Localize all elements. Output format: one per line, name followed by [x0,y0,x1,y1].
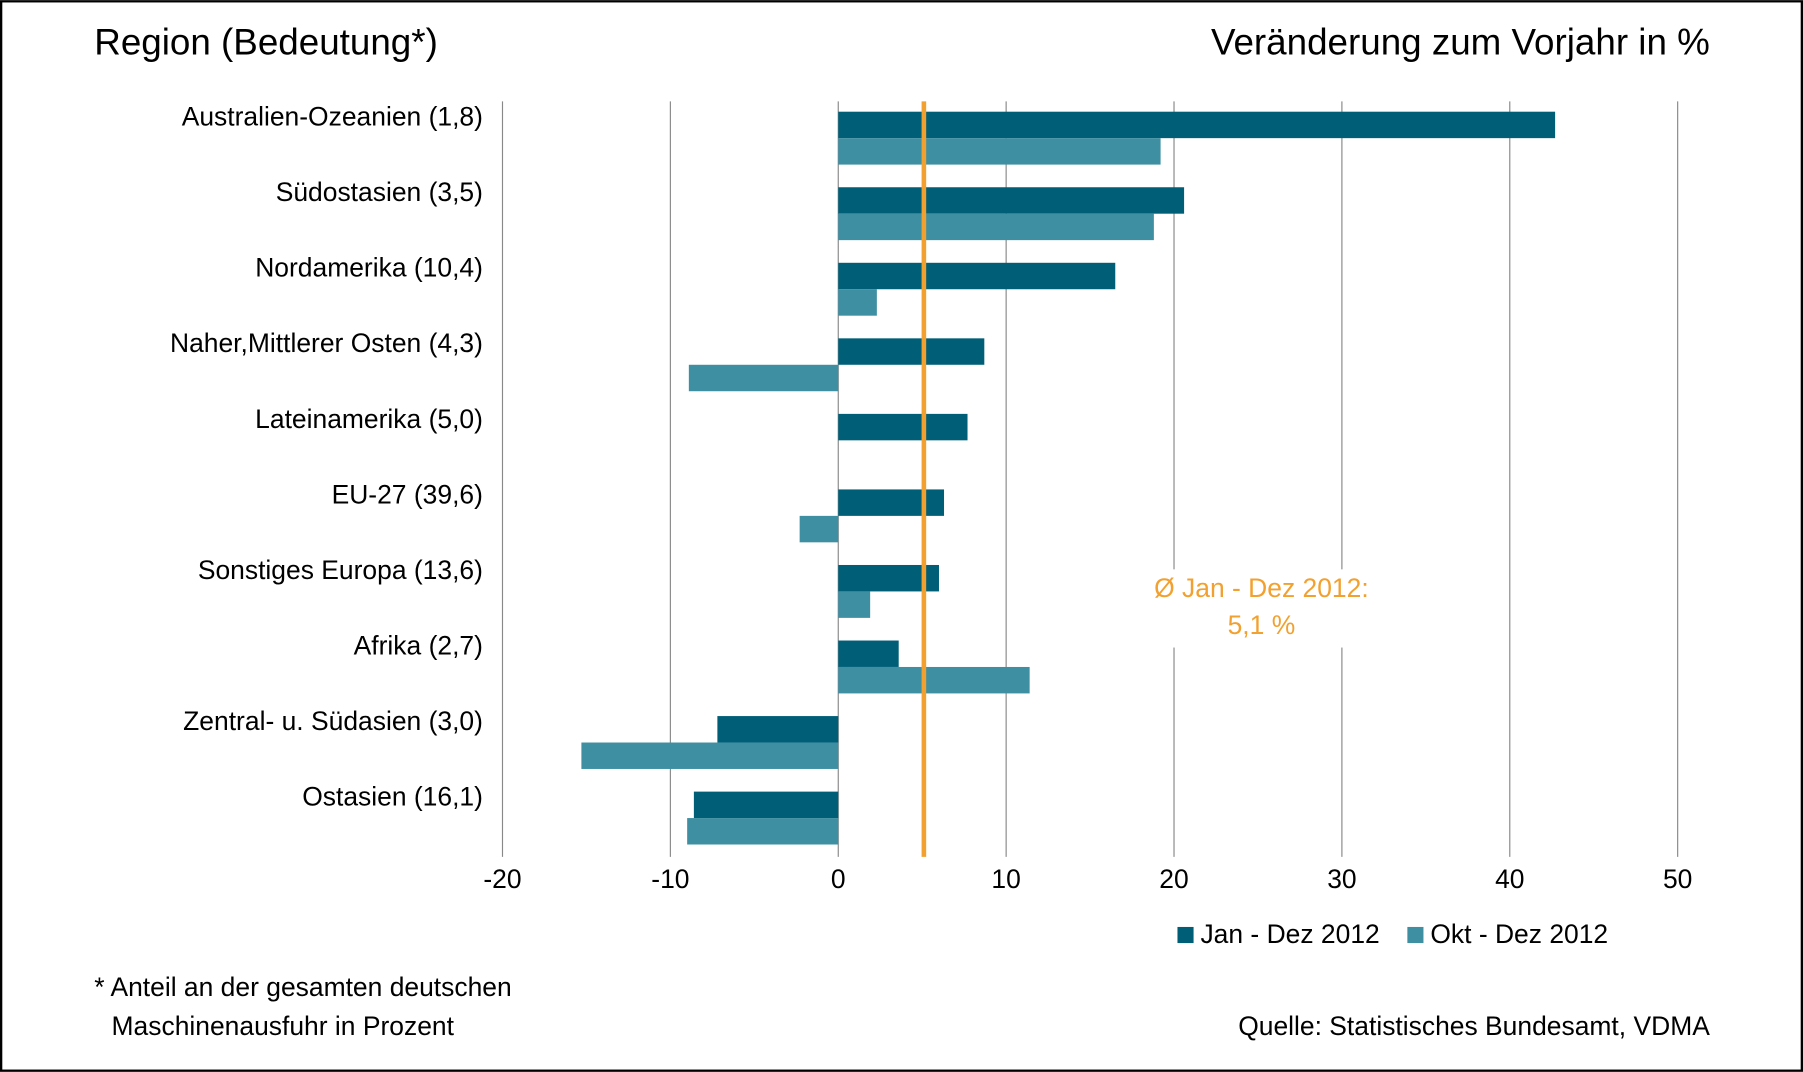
bar [717,716,839,743]
chart-subtitle: Veränderung zum Vorjahr in % [1211,22,1710,63]
annotation-bg [1121,569,1403,648]
bar [838,138,1161,165]
bar [581,742,839,769]
x-tick-label: 30 [1327,864,1356,894]
bar [838,666,1030,694]
bar [838,213,1154,241]
bar [838,187,1185,214]
y-tick-label: EU-27 (39,6) [332,479,483,509]
y-tick-label: Ostasien (16,1) [302,782,483,812]
x-tick-label: 10 [991,864,1020,894]
x-tick-label: 0 [831,864,846,894]
bar [838,289,877,316]
annotation: 5,1 % [1228,610,1296,640]
legend-label: Okt - Dez 2012 [1430,919,1608,949]
bar [687,818,839,845]
bar [838,591,871,618]
footnote: Maschinenausfuhr in Prozent [112,1011,455,1041]
bar [838,413,968,441]
x-tick-label: 20 [1159,864,1188,894]
source: Quelle: Statistisches Bundesamt, VDMA [1238,1011,1710,1041]
y-tick-label: Australien-Ozeanien (1,8) [182,102,483,132]
x-tick-label: -10 [651,864,689,894]
y-tick-label: Nordamerika (10,4) [255,253,483,283]
bar [799,515,839,543]
x-tick-label: 50 [1663,864,1692,894]
annotation: Ø Jan - Dez 2012: [1154,573,1369,603]
legend-swatch [1407,926,1424,944]
bar [838,111,1556,139]
chart-title: Region (Bedeutung*) [94,22,438,63]
legend-label: Jan - Dez 2012 [1200,919,1379,949]
bar [838,262,1116,290]
x-tick-label: 40 [1495,864,1524,894]
bar [688,364,839,392]
x-tick-label: -20 [483,864,521,894]
y-tick-label: Südostasien (3,5) [276,177,483,207]
bar [693,791,839,819]
y-tick-label: Zentral- u. Südasien (3,0) [183,706,483,736]
bar [838,640,899,667]
y-tick-label: Lateinamerika (5,0) [255,404,483,434]
bar [838,489,945,516]
footnote: * Anteil an der gesamten deutschen [94,972,511,1002]
y-tick-label: Afrika (2,7) [354,630,483,660]
y-tick-label: Naher,Mittlerer Osten (4,3) [170,328,483,358]
y-tick-label: Sonstiges Europa (13,6) [198,555,483,585]
bar [838,338,985,365]
legend-swatch [1177,926,1194,944]
